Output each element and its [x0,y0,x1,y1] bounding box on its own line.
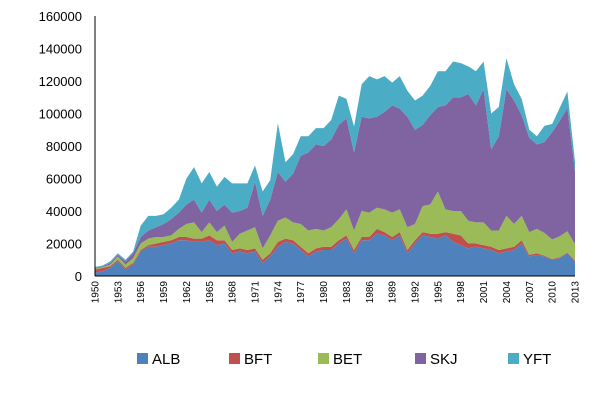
x-tick-label: 1956 [136,281,147,304]
legend-swatch-bft [229,353,240,364]
x-tick-label: 1974 [273,281,284,304]
legend-label-bet: BET [333,351,362,368]
area-series-skj [95,89,575,269]
x-tick-label: 1980 [319,281,330,304]
x-tick-label: 1983 [342,281,353,304]
x-tick-label: 1968 [228,281,239,304]
area-series-bft [95,228,575,273]
x-tick-label: 1953 [113,281,124,304]
legend-swatch-yft [508,353,519,364]
y-tick-label: 80000 [46,139,82,154]
x-tick-label: 1989 [388,281,399,304]
x-tick-label: 1986 [365,281,376,304]
y-tick-label: 40000 [46,204,82,219]
x-tick-label: 2013 [571,281,582,304]
y-tick-label: 160000 [39,9,82,24]
plot-areas [95,58,575,276]
x-tick-label: 1992 [411,281,422,304]
legend-swatch-skj [415,353,426,364]
legend-swatch-bet [318,353,329,364]
x-tick-label: 2010 [548,281,559,304]
x-tick-label: 1977 [296,281,307,304]
x-tick-label: 2007 [525,281,536,304]
x-axis-ticks: 1950 1953 1956 1959 1962 1965 1968 1971 1974 1977… [91,281,582,304]
x-tick-label: 1971 [251,281,262,304]
y-tick-label: 120000 [39,74,82,89]
x-tick-label: 2001 [479,281,490,304]
y-tick-label: 0 [75,269,82,284]
x-tick-label: 1965 [205,281,216,304]
y-axis-ticks: 0 20000 40000 60000 80000 100000 120000 140000 1… [39,9,82,284]
x-tick-label: 1962 [182,281,193,304]
legend: ALB BFT BET SKJ YFT [137,351,551,368]
x-tick-label: 1998 [456,281,467,304]
legend-label-alb: ALB [152,351,180,368]
x-tick-label: 1950 [91,281,102,304]
axes [94,16,575,277]
legend-label-skj: SKJ [430,351,458,368]
x-tick-label: 1995 [433,281,444,304]
legend-swatch-alb [137,353,148,364]
y-tick-label: 100000 [39,107,82,122]
legend-label-yft: YFT [523,351,551,368]
x-tick-label: 2004 [502,281,513,304]
area-series-alb [95,233,575,276]
y-tick-label: 20000 [46,237,82,252]
y-tick-label: 140000 [39,42,82,57]
x-tick-label: 1959 [159,281,170,304]
legend-label-bft: BFT [244,351,272,368]
y-tick-label: 60000 [46,172,82,187]
